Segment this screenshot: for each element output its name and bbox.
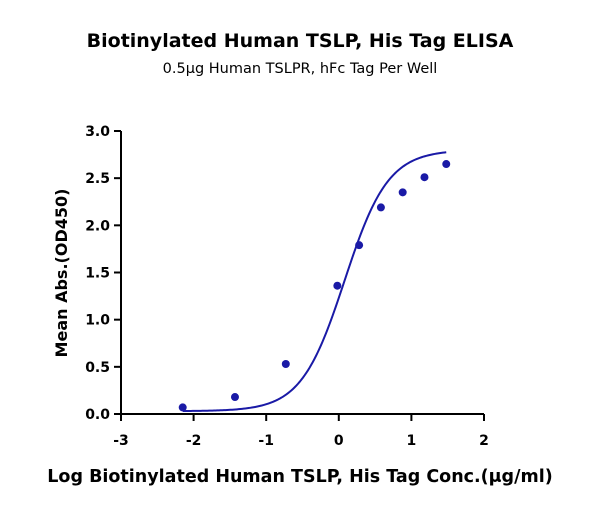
y-tick-label: 0.0 (85, 407, 110, 423)
data-point (420, 173, 429, 182)
x-ticks: -3 -2 -1 0 1 2 (113, 414, 489, 449)
y-tick-label: 3.0 (85, 124, 110, 140)
data-point (333, 281, 342, 290)
x-tick-label: 1 (407, 433, 417, 449)
data-point (442, 160, 451, 169)
x-tick-label: 2 (479, 433, 489, 449)
fit-curve-layer (182, 151, 447, 413)
data-point (376, 203, 385, 212)
data-point (178, 403, 187, 412)
x-tick-label: 0 (334, 433, 344, 449)
data-point (230, 393, 239, 402)
data-point (398, 188, 407, 197)
y-tick-label: 2.5 (85, 171, 110, 187)
data-points-layer (178, 160, 451, 412)
x-axis-title: Log Biotinylated Human TSLP, His Tag Con… (47, 467, 552, 487)
axes (119, 131, 484, 415)
y-tick-label: 2.0 (85, 218, 110, 234)
data-point (281, 360, 290, 369)
y-ticks: 0.0 0.5 1.0 1.5 2.0 2.5 3.0 (85, 124, 121, 423)
y-axis-title: Mean Abs.(OD450) (52, 189, 71, 358)
chart-title: Biotinylated Human TSLP, His Tag ELISA (87, 30, 514, 52)
y-tick-label: 1.0 (85, 313, 110, 329)
fit-curve (182, 151, 447, 413)
data-point (355, 241, 364, 250)
chart-subtitle: 0.5μg Human TSLPR, hFc Tag Per Well (163, 61, 438, 77)
y-tick-label: 0.5 (85, 360, 110, 376)
x-tick-label: -3 (113, 433, 129, 449)
x-tick-label: -2 (186, 433, 202, 449)
y-tick-label: 1.5 (85, 266, 110, 282)
x-tick-label: -1 (258, 433, 274, 449)
